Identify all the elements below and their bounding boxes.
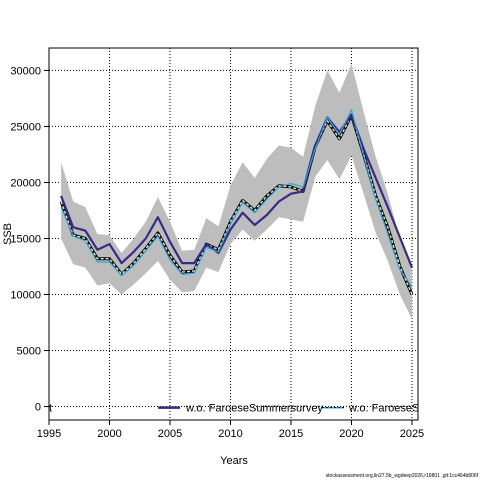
y-tick-label-15000: 15000 [10,233,41,245]
x-tick-label-2015: 2015 [279,428,303,440]
y-tick-label-30000: 30000 [10,65,41,77]
y-tick-label-10000: 10000 [10,290,41,302]
x-tick-label-2020: 2020 [339,428,363,440]
series-line-3 [60,108,413,288]
x-tick-label-2000: 2000 [97,428,121,440]
legend: t w.o. FaroeseSummersurvey w.o. FaroeseSp [49,403,425,415]
x-tick-label-2010: 2010 [218,428,242,440]
plot-content [49,48,418,420]
y-tick-label-5000: 5000 [17,346,41,358]
plot-frame [48,47,419,421]
legend-items: t w.o. FaroeseSummersurvey w.o. FaroeseSp [49,403,425,415]
y-tick-label-0: 0 [35,402,41,414]
series-line-2 [60,114,414,269]
axes: 1995 2000 2005 2010 2015 2020 2025 0 5000 10000 15… [10,47,424,440]
y-tick-label-25000: 25000 [10,121,41,133]
y-axis-title: SSB [2,223,14,245]
x-tick-label-2005: 2005 [158,428,182,440]
x-tick-label-1995: 1995 [37,428,61,440]
credit-text: stockassessment.org,lin27.5b_wgdeep2026,… [326,473,479,479]
x-tick-label-2025: 2025 [400,428,424,440]
legend-label-0: t [49,403,52,415]
legend-label-1: w.o. FaroeseSummersurvey [185,403,323,415]
x-axis-title: Years [220,455,248,467]
legend-label-2: w.o. FaroeseSp [348,403,425,415]
y-tick-label-20000: 20000 [10,177,41,189]
plot-area [49,48,418,420]
